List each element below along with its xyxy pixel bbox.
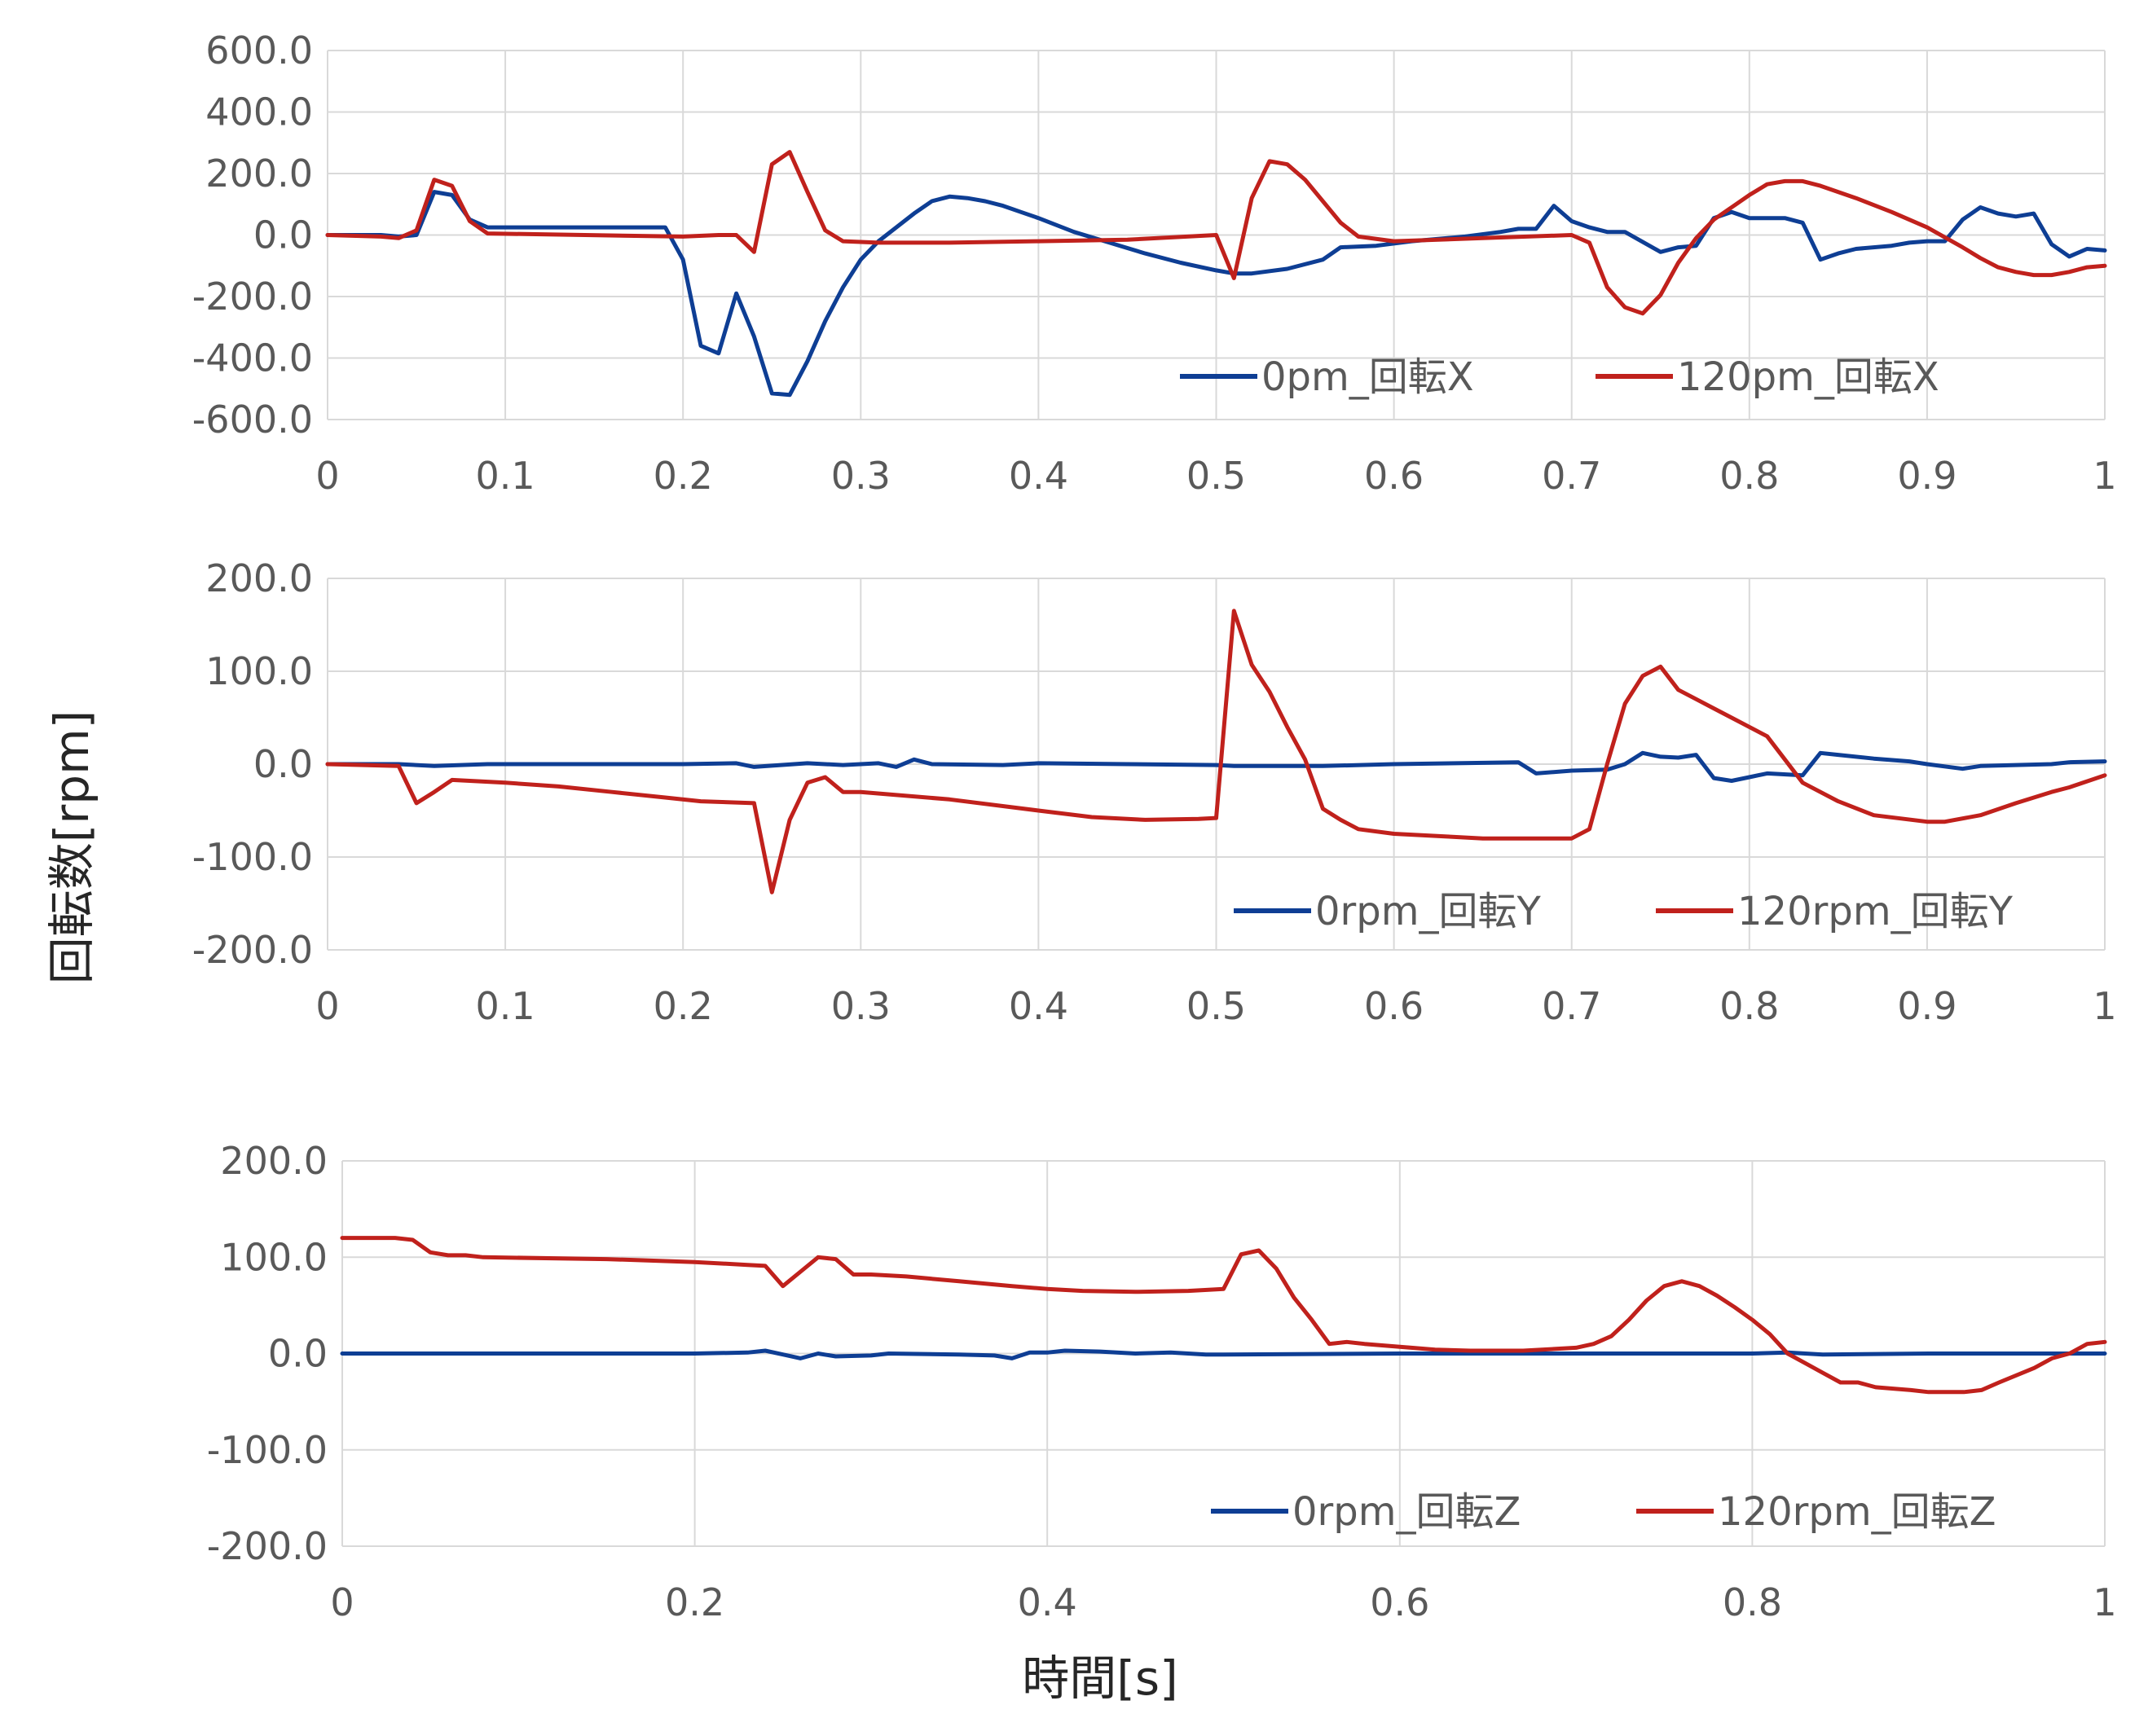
chart-panel-1: 600.0 400.0 200.0 0.0 -200.0 -400.0 -600.00 0.1…	[192, 29, 2117, 498]
y-tick-label: -100.0	[207, 1428, 328, 1472]
y-tick-label: 100.0	[205, 649, 313, 693]
x-tick-label: 0.8	[1719, 984, 1779, 1028]
legend: 0pm_回転X 120pm_回転X	[1180, 354, 1939, 400]
series-line-120pm_回転X	[325, 150, 2107, 316]
legend-label: 0pm_回転X	[1261, 354, 1474, 400]
x-tick-label: 0.5	[1186, 984, 1246, 1028]
x-tick-label: 0.7	[1542, 984, 1601, 1028]
legend-label: 0rpm_回転Z	[1292, 1489, 1521, 1535]
x-tick-label: 0.7	[1542, 454, 1601, 498]
legend: 0rpm_回転Y 120rpm_回転Y	[1234, 889, 2014, 934]
x-tick-label: 0	[315, 454, 339, 498]
x-tick-label: 0.1	[476, 984, 535, 1028]
x-tick-label: 1	[2093, 984, 2116, 1028]
x-tick-label: 0.8	[1719, 454, 1779, 498]
y-tick-label: 600.0	[205, 29, 313, 73]
x-tick-label: 0.4	[1009, 984, 1068, 1028]
x-tick-label: 0.6	[1370, 1580, 1429, 1624]
x-tick-label: 0.3	[831, 984, 891, 1028]
x-tick-label: 0.2	[665, 1580, 724, 1624]
x-tick-label: 0.4	[1018, 1580, 1077, 1624]
y-tick-label: 200.0	[220, 1139, 328, 1183]
x-tick-label: 0.8	[1723, 1580, 1782, 1624]
x-tick-label: 0.4	[1009, 454, 1068, 498]
y-axis-title: 回転数[rpm]	[44, 710, 99, 984]
series-line-0rpm_回転Y	[325, 750, 2107, 783]
x-tick-label: 0.2	[654, 454, 713, 498]
y-tick-label: 0.0	[253, 742, 313, 786]
legend-label: 0rpm_回転Y	[1315, 889, 1542, 934]
y-tick-label: -600.0	[192, 398, 313, 442]
x-tick-label: 0.1	[476, 454, 535, 498]
legend-label: 120rpm_回転Y	[1737, 889, 2014, 934]
y-tick-label: 0.0	[253, 213, 313, 257]
series-line-0pm_回転X	[325, 190, 2107, 398]
y-tick-label: -200.0	[192, 928, 313, 972]
x-tick-label: 0.9	[1897, 454, 1957, 498]
x-tick-label: 0.5	[1186, 454, 1246, 498]
y-tick-label: -200.0	[207, 1524, 328, 1568]
y-tick-label: 200.0	[205, 556, 313, 600]
x-axis-title: 時間[s]	[1022, 1650, 1177, 1706]
legend-label: 120pm_回転X	[1677, 354, 1939, 400]
x-tick-label: 1	[2093, 1580, 2116, 1624]
y-tick-label: -200.0	[192, 275, 313, 319]
series-line-0rpm_回転Z	[340, 1348, 2107, 1360]
x-tick-label: 0	[330, 1580, 354, 1624]
series-line-120rpm_回転Z	[340, 1236, 2107, 1395]
y-tick-label: 100.0	[220, 1235, 328, 1279]
x-tick-label: 1	[2093, 454, 2116, 498]
legend-label: 120rpm_回転Z	[1718, 1489, 1996, 1535]
series-line-120rpm_回転Y	[325, 609, 2107, 894]
legend: 0rpm_回転Z 120rpm_回転Z	[1211, 1489, 1996, 1535]
x-tick-label: 0	[315, 984, 339, 1028]
x-tick-label: 0.6	[1364, 984, 1424, 1028]
x-tick-label: 0.3	[831, 454, 891, 498]
y-tick-label: -100.0	[192, 835, 313, 879]
y-tick-label: 200.0	[205, 152, 313, 196]
x-tick-label: 0.6	[1364, 454, 1424, 498]
x-tick-label: 0.9	[1897, 984, 1957, 1028]
x-tick-label: 0.2	[654, 984, 713, 1028]
y-tick-label: -400.0	[192, 336, 313, 380]
y-tick-label: 400.0	[205, 90, 313, 134]
chart-panel-3: 200.0 100.0 0.0 -100.0 -200.00 0.2 0.4 0.6 0.8 1 0…	[207, 1139, 2117, 1624]
y-tick-label: 0.0	[268, 1332, 328, 1376]
chart-panel-2: 200.0 100.0 0.0 -100.0 -200.00 0.1 0.2 0.3 0.4 0.…	[192, 556, 2117, 1028]
